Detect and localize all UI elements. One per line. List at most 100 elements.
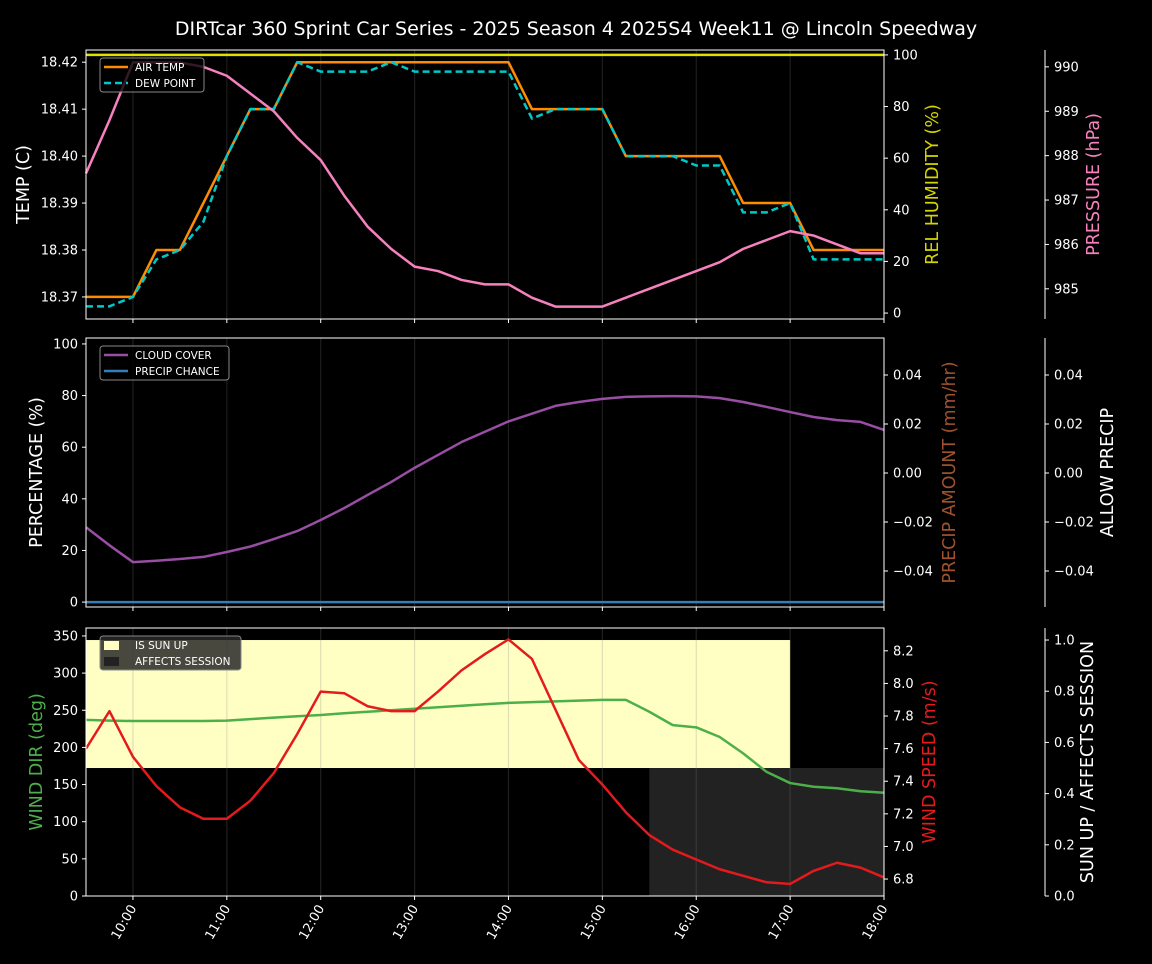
x-tick-label: 17:00	[766, 903, 798, 943]
y-tick-label: 0	[70, 596, 78, 611]
y-tick-label: −0.02	[893, 515, 933, 530]
y-tick-label: 6.8	[893, 873, 914, 888]
plot-frame	[85, 49, 885, 320]
legend-swatch	[104, 641, 119, 650]
y-tick-label: 250	[53, 704, 78, 719]
y-tick-label: 350	[53, 629, 78, 644]
y-tick-label: 300	[53, 667, 78, 682]
legend-label: DEW POINT	[135, 78, 196, 90]
y-tick-label: 50	[61, 852, 78, 867]
y-tick-label: 18.41	[41, 103, 78, 118]
y-tick-label: 100	[893, 48, 918, 63]
y-tick-label: 60	[61, 441, 78, 456]
y-tick-label: 0	[70, 890, 78, 905]
chart-title: DIRTcar 360 Sprint Car Series - 2025 Sea…	[175, 18, 977, 40]
y-tick-label: 990	[1054, 60, 1079, 75]
y-tick-label: 80	[893, 100, 910, 115]
axis-label-ylabel3: ALLOW PRECIP	[1098, 408, 1118, 537]
axis-label-ylabel: WIND DIR (deg)	[27, 693, 47, 831]
y-tick-label: 988	[1054, 149, 1079, 164]
x-tick-label: 13:00	[390, 903, 422, 943]
y-tick-label: −0.04	[1054, 564, 1094, 579]
legend-label: CLOUD COVER	[135, 350, 212, 362]
series-line-wind-dir	[85, 698, 885, 794]
y-tick-label: 0.6	[1054, 736, 1075, 751]
y-tick-label: 40	[61, 492, 78, 507]
y-tick-label: 0.0	[1054, 890, 1075, 905]
plot-frame	[85, 627, 885, 897]
legend-label: AFFECTS SESSION	[135, 656, 231, 668]
y-tick-label: 0.8	[1054, 685, 1075, 700]
series-line-air-temp	[86, 60, 884, 299]
y-tick-label: 0.2	[1054, 838, 1075, 853]
y-tick-label: 0.04	[1054, 368, 1083, 383]
y-tick-label: −0.02	[1054, 515, 1094, 530]
y-tick-label: 0	[893, 307, 901, 322]
y-tick-label: 80	[61, 389, 78, 404]
axis-label-ylabel3: SUN UP / AFFECTS SESSION	[1078, 641, 1098, 883]
legend-label: PRECIP CHANCE	[135, 366, 220, 378]
series-line-wind-speed	[84, 638, 885, 886]
y-tick-label: 8.0	[893, 677, 914, 692]
y-tick-label: 20	[61, 544, 78, 559]
legend-box	[99, 635, 242, 671]
y-tick-label: 7.8	[893, 710, 914, 725]
legend-swatch	[104, 657, 119, 666]
y-tick-label: 18.40	[41, 150, 78, 165]
y-tick-label: 18.42	[41, 56, 78, 71]
x-tick-label: 15:00	[578, 903, 610, 943]
y-tick-label: 200	[53, 741, 78, 756]
panel-wind: 0 50 100 150 200 250 300 350 6.8 7.0 7.2 7.4 7.6 7.8 8…	[27, 627, 1098, 943]
y-tick-label: 0.00	[893, 466, 922, 481]
x-tick-label: 18:00	[860, 903, 892, 943]
axis-label-ylabel2: PRECIP AMOUNT (mm/hr)	[940, 361, 960, 583]
y-tick-label: 18.37	[41, 290, 78, 305]
series-line-pressure	[84, 61, 884, 308]
y-tick-label: 7.0	[893, 840, 914, 855]
legend: IS SUN UP AFFECTS SESSION	[99, 635, 242, 671]
panel-precipitation: 0 20 40 60 80 100 −0.04 −0.02 0.00 0.02 0.04 −0.04 −…	[27, 337, 1118, 611]
y-tick-label: 7.6	[893, 742, 914, 757]
legend: AIR TEMP DEW POINT	[99, 57, 205, 93]
affects-session-band	[649, 768, 884, 896]
y-tick-label: 0.04	[893, 368, 922, 383]
y-tick-label: 989	[1054, 105, 1079, 120]
y-tick-label: 7.4	[893, 775, 914, 790]
y-tick-label: 0.02	[1054, 417, 1083, 432]
y-tick-label: −0.04	[893, 564, 933, 579]
axis-label-ylabel2: WIND SPEED (m/s)	[920, 680, 940, 843]
axis-label-ylabel: TEMP (C)	[14, 145, 34, 225]
y-tick-label: 18.39	[41, 197, 78, 212]
x-tick-label: 11:00	[203, 903, 235, 943]
legend-label: IS SUN UP	[135, 640, 188, 652]
y-tick-label: 40	[893, 203, 910, 218]
y-tick-label: 150	[53, 778, 78, 793]
axis-label-ylabel: PERCENTAGE (%)	[27, 397, 47, 548]
series-line-cloud-cover	[85, 394, 885, 564]
y-tick-label: 986	[1054, 238, 1079, 253]
y-tick-label: 0.4	[1054, 787, 1075, 802]
y-tick-label: 100	[53, 815, 78, 830]
legend-label: AIR TEMP	[135, 62, 184, 74]
x-tick-label: 16:00	[672, 903, 704, 943]
y-tick-label: 0.02	[893, 417, 922, 432]
x-tick-label: 12:00	[296, 903, 328, 943]
legend-box	[99, 345, 230, 381]
axis-label-ylabel3: PRESSURE (hPa)	[1084, 113, 1104, 256]
panel-temperature: 18.37 18.38 18.39 18.40 18.41 18.42 0 20 40 60 80 1…	[14, 48, 1104, 323]
y-tick-label: 985	[1054, 282, 1079, 297]
series-line-dew-point	[86, 60, 884, 308]
x-tick-label: 14:00	[484, 903, 516, 943]
y-tick-label: 0.00	[1054, 466, 1083, 481]
y-tick-label: 100	[53, 337, 78, 352]
y-tick-label: 8.2	[893, 644, 914, 659]
y-tick-label: 987	[1054, 194, 1079, 209]
y-tick-label: 1.0	[1054, 634, 1075, 649]
y-tick-label: 7.2	[893, 807, 914, 822]
y-tick-label: 20	[893, 255, 910, 270]
legend: CLOUD COVER PRECIP CHANCE	[99, 345, 230, 381]
axis-label-ylabel2: REL HUMIDITY (%)	[923, 104, 943, 265]
x-tick-label: 10:00	[109, 903, 141, 943]
y-tick-label: 60	[893, 152, 910, 167]
